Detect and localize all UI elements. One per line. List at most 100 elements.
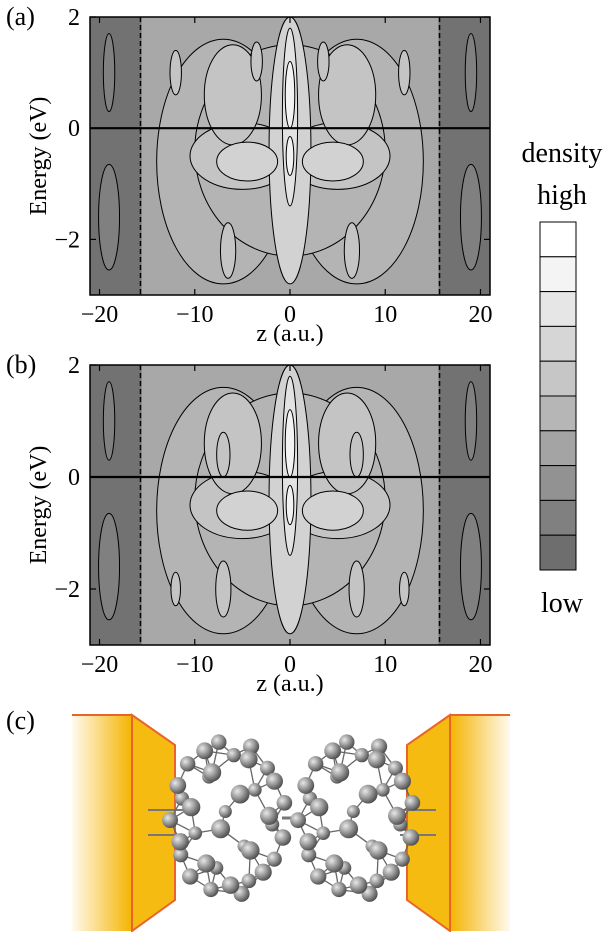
x-tick-label: −20 xyxy=(81,652,119,678)
contour-satellite xyxy=(317,41,330,82)
carbon-atom xyxy=(226,748,241,763)
carbon-atom xyxy=(310,868,327,885)
x-tick-label: 10 xyxy=(373,652,397,678)
contour-satellite xyxy=(169,49,182,96)
contour-lobe-lead xyxy=(459,163,482,271)
carbon-atom xyxy=(265,772,283,790)
carbon-atom xyxy=(358,784,378,804)
carbon-atom xyxy=(230,784,250,804)
carbon-atom xyxy=(388,760,403,776)
right-electrode xyxy=(406,713,510,932)
carbon-atom xyxy=(310,798,329,817)
carbon-atom xyxy=(402,829,420,846)
carbon-atom xyxy=(376,783,390,797)
contour-lobe-lead xyxy=(102,33,116,113)
fullerene-right xyxy=(290,734,421,902)
contour-satellite xyxy=(219,222,237,279)
contour-satellite xyxy=(343,222,361,279)
y-tick-label: 2 xyxy=(68,5,80,31)
carbon-atom xyxy=(339,819,359,839)
y-tick-label: 0 xyxy=(68,116,80,142)
x-tick-label: 0 xyxy=(284,302,296,328)
carbon-atom xyxy=(382,863,400,881)
carbon-atom xyxy=(254,863,272,881)
contour-level-2 xyxy=(301,141,364,182)
carbon-atom xyxy=(369,873,385,889)
contour-satellite xyxy=(399,571,410,607)
carbon-atom xyxy=(218,804,232,819)
carbon-atom xyxy=(182,868,199,885)
x-axis-label: z (a.u.) xyxy=(256,671,323,697)
carbon-atom xyxy=(260,806,279,825)
carbon-atom xyxy=(248,783,262,797)
contour-level-2 xyxy=(216,490,279,531)
y-tick-label: −2 xyxy=(54,577,80,603)
contour-level-2 xyxy=(216,141,279,182)
carbon-atom xyxy=(239,750,258,769)
carbon-atom xyxy=(188,826,203,840)
carbon-atom xyxy=(297,777,315,794)
carbon-atom xyxy=(349,876,368,894)
carbon-atom xyxy=(369,841,388,860)
carbon-atom xyxy=(266,851,282,867)
carbon-atom xyxy=(393,772,411,790)
panel-label-b: (b) xyxy=(6,350,37,379)
carbon-atom xyxy=(221,876,240,894)
contour-lobe-lead xyxy=(98,512,121,621)
carbon-atom xyxy=(404,795,421,811)
y-tick-label: 0 xyxy=(68,465,80,491)
carbon-atom xyxy=(301,847,317,863)
carbon-atom xyxy=(203,881,219,898)
contour-level-2 xyxy=(301,490,364,531)
carbon-atom xyxy=(346,804,360,819)
carbon-atom xyxy=(394,851,410,867)
contour-satellite xyxy=(250,41,263,82)
carbon-atom xyxy=(325,854,344,873)
contour-lobe-lead xyxy=(98,163,121,271)
colorbar-title: density xyxy=(521,138,603,169)
carbon-atom xyxy=(169,777,187,794)
carbon-atom xyxy=(324,742,342,760)
carbon-atom xyxy=(331,881,347,898)
carbon-atom xyxy=(339,734,355,750)
contour-lobe-lead xyxy=(459,512,482,621)
contour-level-4 xyxy=(285,136,295,176)
contour-lobe-lead xyxy=(102,381,116,461)
carbon-atom xyxy=(276,795,293,811)
carbon-atom xyxy=(202,763,222,782)
carbon-atom xyxy=(171,833,189,851)
carbon-atom xyxy=(388,806,407,825)
contour-lobe-lead xyxy=(464,33,478,113)
y-tick-label: 2 xyxy=(68,353,80,379)
carbon-atom xyxy=(354,748,369,763)
carbon-atom xyxy=(197,854,216,873)
x-tick-label: 0 xyxy=(284,652,296,678)
carbon-atom xyxy=(162,812,179,829)
contour-satellite xyxy=(215,560,232,618)
y-axis-label: Energy (eV) xyxy=(26,446,52,565)
carbon-atom xyxy=(243,738,260,755)
left-electrode xyxy=(72,713,176,932)
contour-lobe-lead xyxy=(464,381,478,461)
x-tick-label: 20 xyxy=(468,652,492,678)
carbon-atom xyxy=(211,734,227,750)
carbon-atom xyxy=(274,829,292,846)
x-tick-label: 20 xyxy=(468,302,492,328)
carbon-atom xyxy=(241,873,257,889)
carbon-atom xyxy=(241,841,260,860)
contour-satellite xyxy=(348,560,365,618)
colorbar-low-label: low xyxy=(541,588,583,619)
panel-label-c: (c) xyxy=(6,706,35,735)
carbon-atom xyxy=(371,738,388,755)
carbon-atom xyxy=(330,763,350,782)
x-tick-label: −10 xyxy=(176,302,214,328)
carbon-atom xyxy=(367,750,386,769)
carbon-atom xyxy=(299,833,317,851)
x-tick-label: −20 xyxy=(81,302,119,328)
y-tick-label: −2 xyxy=(54,227,80,253)
fullerene-left xyxy=(162,734,293,902)
y-axis-label: Energy (eV) xyxy=(26,97,52,216)
panel-label-a: (a) xyxy=(6,2,35,31)
